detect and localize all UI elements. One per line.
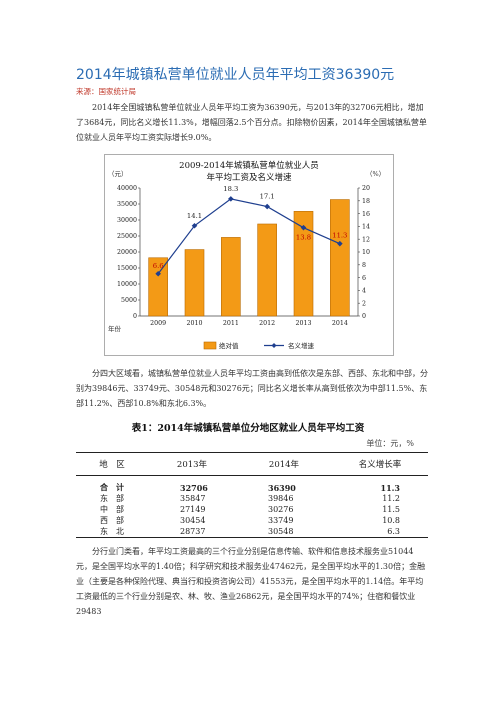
table-title: 表1：2014年城镇私营单位分地区就业人员年平均工资 bbox=[131, 423, 365, 434]
table-cell: 11.3 bbox=[380, 482, 400, 493]
right-tick-label: 4 bbox=[362, 288, 366, 295]
left-tick-label: 5000 bbox=[121, 297, 137, 304]
right-tick-label: 14 bbox=[362, 224, 370, 231]
left-tick-label: 15000 bbox=[117, 265, 137, 272]
right-tick-label: 0 bbox=[362, 313, 366, 320]
point-label: 11.3 bbox=[332, 232, 347, 240]
chart-frame bbox=[104, 154, 394, 356]
left-tick-label: 35000 bbox=[117, 201, 137, 208]
chart-title-line1: 2009-2014年城镇私营单位就业人员 bbox=[179, 160, 319, 171]
right-tick-label: 12 bbox=[362, 236, 370, 243]
bar bbox=[221, 237, 241, 317]
left-tick-label: 0 bbox=[133, 313, 137, 320]
right-tick-label: 6 bbox=[362, 275, 366, 282]
source-line: 来源：国家统计局 bbox=[76, 87, 136, 96]
left-tick-label: 20000 bbox=[117, 249, 137, 256]
table-row: 东 部 35847 39846 11.2 bbox=[76, 493, 428, 504]
right-tick-label: 10 bbox=[362, 249, 370, 256]
table-row: 合 计 32706 36390 11.3 bbox=[76, 482, 428, 493]
left-tick-label: 25000 bbox=[117, 233, 137, 240]
point-label: 18.3 bbox=[223, 185, 238, 193]
table-cell: 西 部 bbox=[100, 516, 124, 525]
table-row: 东 北 28737 30548 6.3 bbox=[76, 526, 428, 537]
table-cell: 28737 bbox=[180, 527, 206, 536]
x-axis-label: 年份 bbox=[108, 324, 122, 333]
table-cell: 39846 bbox=[268, 494, 294, 503]
point-label: 17.1 bbox=[260, 193, 275, 201]
growth-point bbox=[191, 222, 198, 229]
page-title: 2014年城镇私营单位就业人员年平均工资36390元 bbox=[76, 67, 395, 83]
plot-area: 0 5000 10000 15000 20000 25000 30000 35000 40000… bbox=[117, 185, 370, 327]
growth-line bbox=[157, 198, 341, 275]
table-cell: 30548 bbox=[268, 527, 294, 536]
table-cell: 东 北 bbox=[100, 527, 124, 536]
paragraph-2: 分四大区域看，城镇私营单位就业人员年平均工资由高到低依次是东部、西部、东北和中部… bbox=[76, 369, 428, 408]
table-cell: 32706 bbox=[180, 482, 208, 493]
table-header-cell: 地 区 bbox=[99, 460, 125, 470]
table-cell: 30276 bbox=[268, 505, 294, 514]
table-cell: 合 计 bbox=[100, 482, 124, 492]
table-cell: 27149 bbox=[180, 505, 206, 514]
table-cell: 30454 bbox=[180, 516, 206, 525]
chart-title-line2: 年平均工资及名义增速 bbox=[206, 172, 292, 183]
point-label: 13.8 bbox=[296, 234, 311, 242]
legend-bar-swatch bbox=[203, 341, 217, 350]
table-cell: 中 部 bbox=[100, 505, 124, 514]
table-header-row: 地 区 2013年 2014年 名义增长率 bbox=[76, 453, 428, 476]
right-tick-label: 16 bbox=[362, 211, 370, 218]
right-tick-label: 2 bbox=[362, 300, 366, 307]
table-header-cell: 2014年 bbox=[268, 460, 300, 470]
x-tick-label: 2009 bbox=[150, 320, 166, 327]
table-unit: 单位：元，% bbox=[366, 439, 414, 448]
table-cell: 11.5 bbox=[382, 505, 400, 514]
bar bbox=[293, 211, 314, 317]
bar bbox=[257, 223, 277, 317]
table-row: 西 部 30454 33749 10.8 bbox=[76, 515, 428, 526]
bar bbox=[184, 249, 205, 317]
table-cell: 10.8 bbox=[382, 516, 400, 525]
right-tick-label: 18 bbox=[362, 198, 370, 205]
paragraph-1: 2014年全国城镇私营单位就业人员年平均工资为36390元，与2013年的327… bbox=[76, 103, 427, 142]
x-tick-label: 2014 bbox=[332, 320, 348, 327]
table-cell: 11.2 bbox=[382, 494, 400, 503]
table-cell: 36390 bbox=[268, 482, 296, 493]
left-tick-label: 30000 bbox=[117, 217, 137, 224]
table-cell: 东 部 bbox=[100, 494, 124, 503]
left-axis-unit: （元） bbox=[108, 170, 128, 178]
legend-line-marker bbox=[271, 343, 277, 348]
table-cell: 6.3 bbox=[387, 527, 400, 536]
table-header-cell: 2013年 bbox=[176, 460, 208, 470]
point-label: 14.1 bbox=[187, 212, 202, 220]
region-wage-table: 地 区 2013年 2014年 名义增长率 合 计 32706 36390 11… bbox=[76, 452, 428, 538]
bar bbox=[148, 257, 168, 317]
bar bbox=[330, 199, 350, 317]
legend-bar-label: 绝对值 bbox=[219, 341, 239, 350]
table-cell: 35847 bbox=[180, 494, 206, 503]
table-row: 中 部 27149 30276 11.5 bbox=[76, 504, 428, 515]
growth-point bbox=[264, 203, 270, 210]
left-tick-label: 10000 bbox=[117, 281, 137, 288]
right-axis-unit: （%） bbox=[366, 170, 385, 178]
point-label: 6.6 bbox=[153, 262, 164, 270]
left-tick-label: 40000 bbox=[117, 185, 137, 192]
right-tick-label: 8 bbox=[362, 262, 366, 269]
right-tick-label: 20 bbox=[362, 185, 370, 192]
x-tick-label: 2012 bbox=[259, 320, 275, 327]
table-header-cell: 名义增长率 bbox=[358, 460, 402, 470]
x-tick-label: 2010 bbox=[186, 320, 202, 327]
x-tick-label: 2011 bbox=[223, 320, 239, 327]
legend-line-label: 名义增速 bbox=[288, 341, 315, 350]
paragraph-3: 分行业门类看，年平均工资最高的三个行业分别是信息传输、软件和信息技术服务业510… bbox=[76, 547, 426, 616]
table-cell: 33749 bbox=[268, 516, 294, 525]
wage-chart: 2009-2014年城镇私营单位就业人员 年平均工资及名义增速 （元） （%） … bbox=[104, 154, 394, 356]
chart-legend: 绝对值 名义增速 bbox=[203, 341, 315, 350]
x-tick-label: 2013 bbox=[295, 320, 311, 327]
